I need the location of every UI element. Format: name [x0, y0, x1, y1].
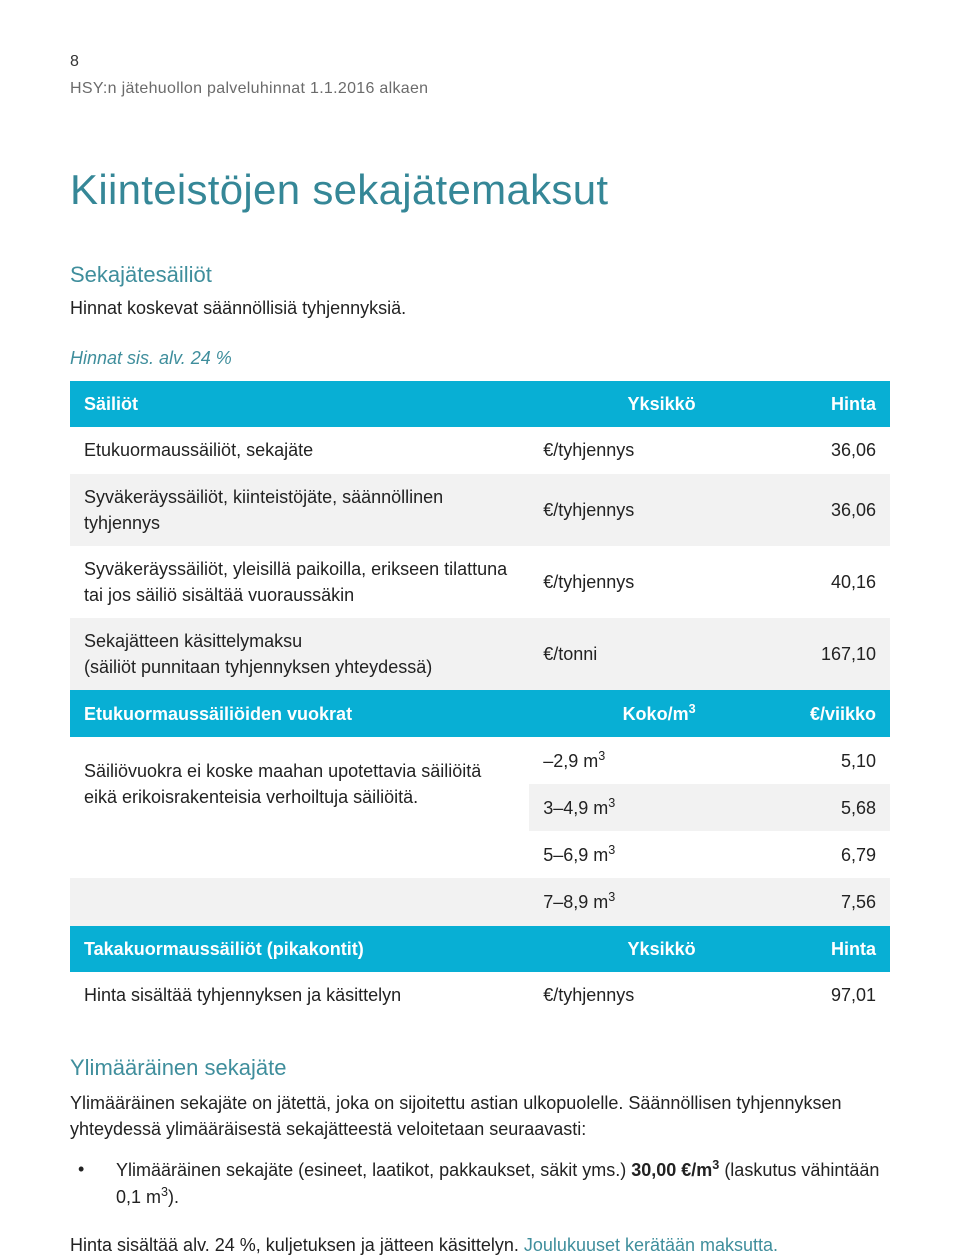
- th-unit: Yksikkö: [529, 381, 709, 427]
- td-label: Syväkeräyssäiliöt, yleisillä paikoilla, …: [70, 546, 529, 618]
- td-price: 97,01: [710, 972, 890, 1018]
- th-price: Hinta: [710, 926, 890, 972]
- page-title: Kiinteistöjen sekajätemaksut: [70, 160, 890, 221]
- table-row: 5–6,9 m3 6,79: [70, 831, 890, 878]
- td-price: 36,06: [710, 427, 890, 473]
- td-price: 167,10: [710, 618, 890, 690]
- td-label: Hinta sisältää tyhjennyksen ja käsittely…: [70, 972, 529, 1018]
- td-unit: €/tyhjennys: [529, 474, 709, 546]
- th-label: Takakuormaussäiliöt (pikakontit): [70, 926, 529, 972]
- section-title-containers: Sekajätesäiliöt: [70, 259, 890, 291]
- table-row: 7–8,9 m3 7,56: [70, 878, 890, 925]
- table-header-containers: Säiliöt Yksikkö Hinta: [70, 381, 890, 427]
- table-row: Säiliövuokra ei koske maahan upotettavia…: [70, 737, 890, 784]
- th-unit: Yksikkö: [529, 926, 709, 972]
- td-label-empty: [70, 831, 529, 878]
- bullet-tail-end: ).: [168, 1187, 179, 1207]
- th-label: Etukuormaussäiliöiden vuokrat: [70, 690, 529, 737]
- td-price: 6,79: [710, 831, 890, 878]
- td-unit: €/tyhjennys: [529, 972, 709, 1018]
- td-price: 7,56: [710, 878, 890, 925]
- section-title-extra-waste: Ylimääräinen sekajäte: [70, 1052, 890, 1084]
- table-header-rearload: Takakuormaussäiliöt (pikakontit) Yksikkö…: [70, 926, 890, 972]
- td-label: Etukuormaussäiliöt, sekajäte: [70, 427, 529, 473]
- vat-note: Hinnat sis. alv. 24 %: [70, 345, 890, 371]
- price-table: Säiliöt Yksikkö Hinta Etukuormaussäiliöt…: [70, 381, 890, 1017]
- breadcrumb: HSY:n jätehuollon palveluhinnat 1.1.2016…: [70, 77, 890, 100]
- bullet-lead: Ylimääräinen sekajäte (esineet, laatikot…: [116, 1160, 631, 1180]
- table-row: Syväkeräyssäiliöt, kiinteistöjäte, säänn…: [70, 474, 890, 546]
- td-label: Syväkeräyssäiliöt, kiinteistöjäte, säänn…: [70, 474, 529, 546]
- th-unit: Koko/m3: [529, 690, 709, 737]
- td-unit: €/tyhjennys: [529, 546, 709, 618]
- table-header-rentals: Etukuormaussäiliöiden vuokrat Koko/m3 €/…: [70, 690, 890, 737]
- footer-line2: Joulukuuset kerätään maksutta.: [524, 1235, 778, 1255]
- td-unit: 3–4,9 m3: [529, 784, 709, 831]
- td-price: 5,10: [710, 737, 890, 784]
- th-price: Hinta: [710, 381, 890, 427]
- bullet-price: 30,00 €/m3: [631, 1160, 719, 1180]
- th-label: Säiliöt: [70, 381, 529, 427]
- td-unit: 5–6,9 m3: [529, 831, 709, 878]
- td-price: 36,06: [710, 474, 890, 546]
- bullet-tail-sup: 3: [161, 1185, 168, 1199]
- td-unit: –2,9 m3: [529, 737, 709, 784]
- table-row: Hinta sisältää tyhjennyksen ja käsittely…: [70, 972, 890, 1018]
- td-price: 40,16: [710, 546, 890, 618]
- table-row: Syväkeräyssäiliöt, yleisillä paikoilla, …: [70, 546, 890, 618]
- list-item-text: Ylimääräinen sekajäte (esineet, laatikot…: [116, 1156, 890, 1210]
- extra-waste-bullets: • Ylimääräinen sekajäte (esineet, laatik…: [70, 1156, 890, 1210]
- td-label: Sekajätteen käsittelymaksu (säiliöt punn…: [70, 618, 529, 690]
- td-unit: €/tonni: [529, 618, 709, 690]
- footer-note: Hinta sisältää alv. 24 %, kuljetuksen ja…: [70, 1232, 890, 1258]
- td-unit: 7–8,9 m3: [529, 878, 709, 925]
- td-label-empty: [70, 878, 529, 925]
- td-price: 5,68: [710, 784, 890, 831]
- bullet-dot-icon: •: [70, 1156, 116, 1182]
- th-price: €/viikko: [710, 690, 890, 737]
- table-row: Sekajätteen käsittelymaksu (säiliöt punn…: [70, 618, 890, 690]
- td-label: Säiliövuokra ei koske maahan upotettavia…: [70, 737, 529, 831]
- section-subtitle: Hinnat koskevat säännöllisiä tyhjennyksi…: [70, 295, 890, 321]
- extra-waste-intro: Ylimääräinen sekajäte on jätettä, joka o…: [70, 1090, 890, 1142]
- footer-line1: Hinta sisältää alv. 24 %, kuljetuksen ja…: [70, 1235, 524, 1255]
- list-item: • Ylimääräinen sekajäte (esineet, laatik…: [70, 1156, 890, 1210]
- td-unit: €/tyhjennys: [529, 427, 709, 473]
- table-row: Etukuormaussäiliöt, sekajäte €/tyhjennys…: [70, 427, 890, 473]
- page-number: 8: [70, 50, 890, 73]
